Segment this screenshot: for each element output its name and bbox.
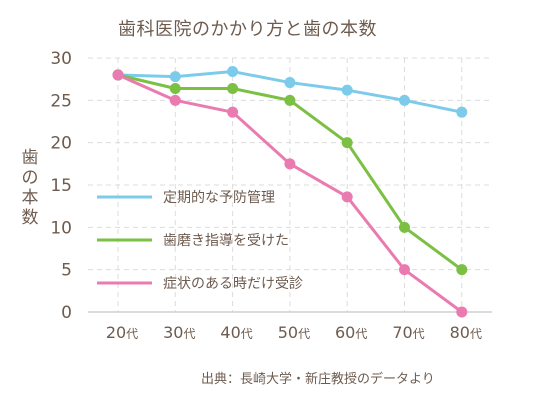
data-point-s1-80 [456, 264, 468, 276]
y-axis-label: 歯の本数 [21, 148, 39, 228]
data-point-s0-80 [456, 106, 468, 118]
data-point-s0-60 [341, 84, 353, 96]
y-tick-label-10: 10 [50, 218, 72, 238]
y-tick-label-5: 5 [61, 261, 72, 281]
data-point-s2-60 [341, 191, 353, 203]
data-point-s0-30 [169, 71, 181, 83]
x-tick-label-40: 40代 [220, 323, 252, 342]
data-point-s2-80 [456, 306, 468, 318]
data-point-s0-40 [227, 66, 239, 78]
x-tick-label-70: 70代 [392, 323, 424, 342]
data-point-s2-70 [399, 264, 410, 276]
data-point-s1-40 [227, 82, 239, 94]
legend-label-1: 歯磨き指導を受けた [163, 233, 289, 249]
data-point-s2-20 [112, 69, 124, 81]
y-tick-label-0: 0 [61, 303, 72, 323]
data-point-s2-50 [284, 158, 296, 170]
data-point-s1-60 [341, 137, 353, 149]
x-tick-label-80: 80代 [450, 323, 482, 342]
data-point-s1-70 [399, 221, 410, 233]
data-point-s2-30 [169, 94, 181, 106]
source-note: 出典：長崎大学・新庄教授のデータより [201, 372, 435, 387]
data-point-s0-70 [399, 94, 410, 106]
data-point-s1-50 [284, 94, 296, 106]
x-tick-label-60: 60代 [335, 323, 367, 342]
chart-title: 歯科医院のかかり方と歯の本数 [118, 19, 377, 40]
x-tick-label-20: 20代 [106, 323, 138, 342]
legend-label-2: 症状のある時だけ受診 [163, 276, 303, 292]
legend-label-0: 定期的な予防管理 [163, 190, 275, 206]
data-point-s2-40 [227, 106, 239, 118]
y-tick-label-30: 30 [50, 49, 72, 69]
data-point-s0-50 [284, 77, 296, 89]
data-point-s1-30 [169, 82, 181, 94]
y-tick-label-15: 15 [50, 176, 72, 196]
x-tick-label-50: 50代 [278, 323, 310, 342]
y-tick-label-25: 25 [50, 91, 72, 111]
x-tick-label-30: 30代 [163, 323, 195, 342]
y-tick-label-20: 20 [50, 134, 72, 154]
